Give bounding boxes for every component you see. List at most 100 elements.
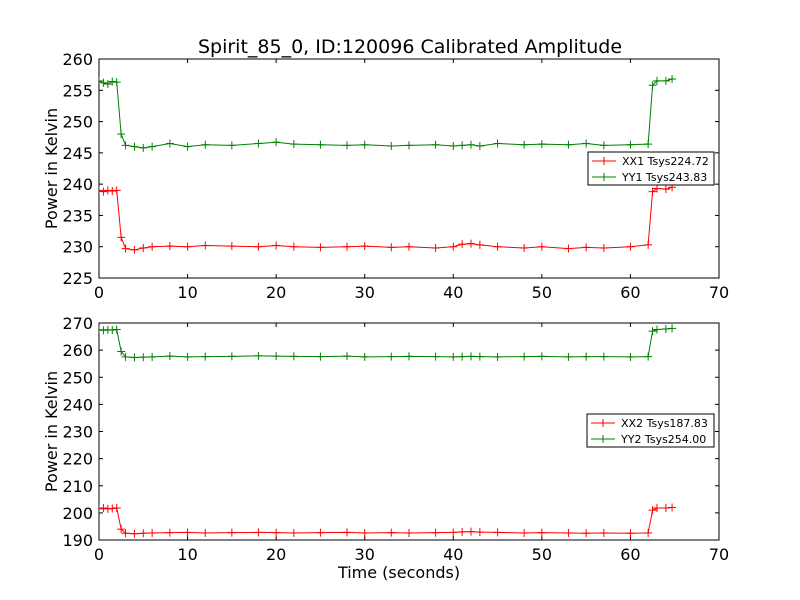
data-point [139, 353, 148, 362]
data-point [201, 352, 210, 361]
data-point [431, 528, 440, 537]
x-tick-label: 20 [266, 545, 286, 564]
y-tick-label: 240 [62, 175, 93, 194]
data-point [360, 528, 369, 537]
data-point [644, 352, 653, 361]
y-tick-label: 250 [62, 368, 93, 387]
data-point [121, 529, 130, 538]
data-point [139, 143, 148, 152]
data-point [183, 242, 192, 251]
data-point [254, 242, 263, 251]
x-tick-label: 60 [620, 283, 640, 302]
data-point [475, 240, 484, 249]
data-point [493, 352, 502, 361]
legend-label: XX2 Tsys187.83 [621, 417, 708, 430]
subplot-2: 0 10 20 30 40 50 60 70 190 200 210 220 230 240 250 260 2… [42, 314, 729, 582]
data-point [564, 140, 573, 149]
data-point [653, 184, 661, 193]
x-tick-label: 20 [266, 283, 286, 302]
data-point [599, 352, 608, 361]
data-point [467, 140, 475, 149]
data-point [653, 76, 661, 85]
data-point [99, 186, 103, 195]
series-2 [99, 75, 677, 152]
data-point [139, 529, 148, 538]
data-point [99, 504, 103, 513]
data-point [316, 243, 325, 252]
data-point [121, 244, 130, 253]
data-point [183, 142, 192, 151]
data-point [661, 324, 670, 333]
data-point [201, 528, 210, 537]
data-point [183, 528, 192, 537]
data-point [343, 242, 351, 251]
data-point [272, 138, 281, 147]
x-tick-label: 60 [620, 545, 640, 564]
data-point [661, 185, 670, 194]
legend-box [586, 413, 715, 448]
data-point [405, 352, 413, 361]
data-point [103, 186, 112, 195]
y-tick-label: 240 [62, 395, 93, 414]
data-point [289, 528, 298, 537]
data-point [103, 80, 112, 89]
data-point [148, 242, 157, 251]
data-point [139, 243, 148, 252]
data-point [130, 245, 139, 254]
x-tick-label: 40 [443, 545, 463, 564]
data-point [648, 81, 657, 90]
data-point [117, 525, 126, 534]
data-point [121, 141, 130, 150]
data-point [112, 78, 121, 87]
data-point [458, 527, 467, 536]
data-point [108, 77, 117, 86]
data-point [112, 325, 121, 334]
series-1 [99, 503, 677, 538]
data-point [99, 78, 108, 87]
data-point [360, 352, 369, 361]
y-tick-label: 230 [62, 238, 93, 257]
plots-container: 0 10 20 30 40 50 60 70225230235240245250255260P… [42, 50, 729, 582]
legend-label: YY1 Tsys243.83 [621, 171, 707, 184]
data-point [520, 140, 529, 149]
data-point [130, 529, 139, 538]
data-point [130, 353, 139, 362]
data-point [201, 140, 210, 149]
data-point [668, 75, 677, 84]
data-point [272, 528, 281, 537]
data-point [108, 326, 117, 335]
legend-item: YY2 Tsys254.00 [591, 433, 706, 446]
data-point [475, 528, 484, 537]
data-point [653, 325, 661, 334]
data-point [148, 528, 157, 537]
x-tick-label: 50 [532, 545, 552, 564]
data-point [449, 528, 458, 537]
data-point [117, 130, 126, 139]
y-tick-label: 260 [62, 341, 93, 360]
axes-frame [98, 58, 720, 279]
y-tick-label: 210 [62, 477, 93, 496]
y-tick-label: 220 [62, 450, 93, 469]
data-point [227, 141, 236, 150]
x-tick-label: 50 [532, 283, 552, 302]
x-tick-label: 70 [709, 545, 729, 564]
y-tick-label: 250 [62, 113, 93, 132]
y-tick-label: 225 [62, 269, 93, 288]
x-tick-label: 40 [443, 283, 463, 302]
data-point [458, 352, 467, 361]
data-point [537, 242, 546, 251]
legend: XX1 Tsys224.72 YY1 Tsys243.83 [587, 151, 715, 186]
data-point [431, 140, 440, 149]
data-point [626, 140, 635, 149]
data-point [449, 242, 458, 251]
data-point [537, 528, 546, 537]
data-point [108, 187, 117, 196]
data-point [648, 506, 657, 515]
data-point [130, 142, 139, 151]
data-point [599, 528, 608, 537]
data-point [117, 233, 126, 242]
y-tick-label: 200 [62, 504, 93, 523]
data-point [387, 352, 396, 361]
x-tick-label: 10 [177, 545, 197, 564]
data-point [582, 352, 591, 361]
